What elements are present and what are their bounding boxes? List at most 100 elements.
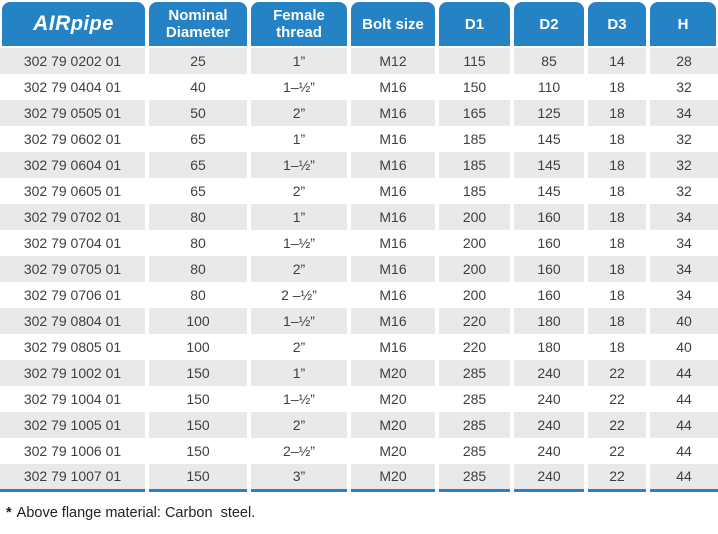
female-thread-cell: 1” (247, 360, 349, 386)
part-number-cell: 302 79 0804 01 (23, 313, 122, 329)
h-cell: 40 (646, 308, 718, 334)
d2-cell: 160 (510, 204, 586, 230)
d1-cell: 220 (435, 334, 512, 360)
footnote: * Above flange material: Carbon steel. (6, 505, 718, 521)
h-cell: 44 (646, 412, 718, 438)
female-thread-cell: 1–½” (247, 386, 349, 412)
table-row: 302 79 0804 01 100 1–½” M16 220 180 18 40 (0, 308, 718, 334)
part-number-cell: 302 79 0605 01 (23, 183, 122, 199)
d3-cell: 18 (584, 334, 648, 360)
part-number-cell: 302 79 0702 01 (23, 209, 122, 225)
bolt-size-cell: M16 (347, 178, 437, 204)
d2-cell: 110 (510, 74, 586, 100)
column-header-label: D1 (464, 15, 485, 33)
column-header-label: D2 (539, 15, 559, 33)
part-number-cell: 302 79 0602 01 (23, 131, 122, 147)
d3-cell: 18 (584, 178, 648, 204)
d1-cell: 185 (435, 178, 512, 204)
column-header-bolt-size: Bolt size (349, 0, 437, 48)
part-number-cell: 302 79 1006 01 (23, 443, 122, 459)
h-cell: 44 (646, 386, 718, 412)
h-cell: 34 (646, 100, 718, 126)
bolt-size-cell: M16 (347, 74, 437, 100)
female-thread-cell: 1” (247, 126, 349, 152)
d3-cell: 22 (584, 438, 648, 464)
nominal-diameter-cell: 65 (145, 178, 249, 204)
h-cell: 44 (646, 464, 718, 490)
d3-cell: 22 (584, 464, 648, 490)
bolt-size-cell: M16 (347, 256, 437, 282)
column-header-label: Nominal Diameter (165, 7, 231, 41)
table-row: 302 79 0705 01 80 2” M16 200 160 18 34 (0, 256, 718, 282)
female-thread-cell: 2” (247, 412, 349, 438)
d1-cell: 285 (435, 438, 512, 464)
d2-cell: 160 (510, 230, 586, 256)
bolt-size-cell: M12 (347, 48, 437, 74)
h-cell: 32 (646, 152, 718, 178)
d1-cell: 150 (435, 74, 512, 100)
bolt-size-cell: M16 (347, 204, 437, 230)
d1-cell: 285 (435, 464, 512, 490)
column-header-d1: D1 (437, 0, 512, 48)
part-number-cell: 302 79 0805 01 (23, 339, 122, 355)
d2-cell: 160 (510, 256, 586, 282)
h-cell: 34 (646, 256, 718, 282)
female-thread-cell: 1” (247, 204, 349, 230)
d2-cell: 240 (510, 438, 586, 464)
d3-cell: 18 (584, 152, 648, 178)
bolt-size-cell: M20 (347, 360, 437, 386)
part-number-cell: 302 79 0706 01 (23, 287, 122, 303)
table-row: 302 79 0505 01 50 2” M16 165 125 18 34 (0, 100, 718, 126)
column-header-d3: D3 (586, 0, 648, 48)
column-header-h: H (648, 0, 718, 48)
d2-cell: 240 (510, 360, 586, 386)
d1-cell: 200 (435, 204, 512, 230)
logo-air-text: AIR (33, 12, 71, 35)
column-header-label: H (677, 15, 689, 33)
d1-cell: 115 (435, 48, 512, 74)
h-cell: 34 (646, 204, 718, 230)
column-header-brand: AIRpipe (0, 0, 147, 48)
d3-cell: 18 (584, 308, 648, 334)
table-row: 302 79 0604 01 65 1–½” M16 185 145 18 32 (0, 152, 718, 178)
female-thread-cell: 2” (247, 334, 349, 360)
part-number-cell: 302 79 0604 01 (23, 157, 122, 173)
flange-spec-table: AIRpipe Nominal Diameter Female thread B… (0, 0, 718, 492)
part-number-cell: 302 79 0705 01 (23, 261, 122, 277)
nominal-diameter-cell: 80 (145, 204, 249, 230)
column-header-nominal-diameter: Nominal Diameter (147, 0, 249, 48)
table-row: 302 79 1006 01 150 2–½” M20 285 240 22 44 (0, 438, 718, 464)
female-thread-cell: 2–½” (247, 438, 349, 464)
nominal-diameter-cell: 100 (145, 308, 249, 334)
d1-cell: 285 (435, 360, 512, 386)
nominal-diameter-cell: 40 (145, 74, 249, 100)
d1-cell: 165 (435, 100, 512, 126)
h-cell: 44 (646, 360, 718, 386)
bolt-size-cell: M20 (347, 464, 437, 490)
d3-cell: 14 (584, 48, 648, 74)
female-thread-cell: 1–½” (247, 74, 349, 100)
h-cell: 40 (646, 334, 718, 360)
nominal-diameter-cell: 80 (145, 230, 249, 256)
part-number-cell: 302 79 0202 01 (23, 53, 122, 69)
table-row: 302 79 0805 01 100 2” M16 220 180 18 40 (0, 334, 718, 360)
nominal-diameter-cell: 150 (145, 360, 249, 386)
table-row: 302 79 0404 01 40 1–½” M16 150 110 18 32 (0, 74, 718, 100)
table-row: 302 79 0605 01 65 2” M16 185 145 18 32 (0, 178, 718, 204)
d1-cell: 285 (435, 412, 512, 438)
d3-cell: 18 (584, 204, 648, 230)
column-header-female-thread: Female thread (249, 0, 349, 48)
nominal-diameter-cell: 150 (145, 412, 249, 438)
d2-cell: 240 (510, 386, 586, 412)
female-thread-cell: 1” (247, 48, 349, 74)
table-row: 302 79 0602 01 65 1” M16 185 145 18 32 (0, 126, 718, 152)
d2-cell: 145 (510, 178, 586, 204)
nominal-diameter-cell: 25 (145, 48, 249, 74)
nominal-diameter-cell: 100 (145, 334, 249, 360)
table-row: 302 79 0704 01 80 1–½” M16 200 160 18 34 (0, 230, 718, 256)
h-cell: 28 (646, 48, 718, 74)
bolt-size-cell: M16 (347, 282, 437, 308)
d2-cell: 145 (510, 152, 586, 178)
nominal-diameter-cell: 50 (145, 100, 249, 126)
